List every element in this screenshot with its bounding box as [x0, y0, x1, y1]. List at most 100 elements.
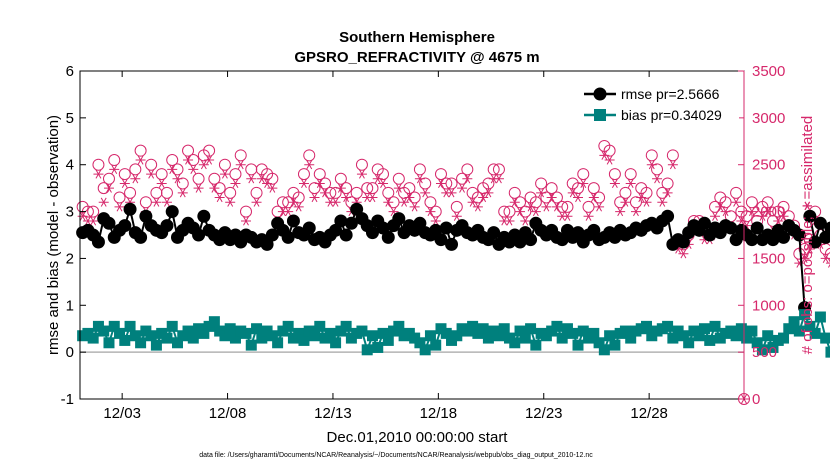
bias-point [556, 332, 568, 344]
rmse-point [697, 216, 711, 230]
rmse-series-group [76, 202, 830, 315]
footnote: data file: /Users/gharamti/Documents/NCA… [199, 452, 593, 459]
obs-assimilated-point [183, 155, 194, 165]
obs-possible-point [234, 149, 247, 162]
obs-assimilated-point [825, 258, 830, 268]
obs-possible-point [182, 144, 195, 157]
obs-possible-point [503, 205, 516, 218]
rmse-point [165, 205, 179, 219]
y2-tick-label: 1000 [752, 297, 785, 314]
bias-point [272, 337, 284, 349]
obs-possible-point [608, 168, 621, 181]
obs-assimilated-point [457, 183, 468, 193]
obs-assimilated-point [541, 202, 552, 212]
rmse-point [724, 221, 738, 235]
y-tick-label: -1 [61, 391, 74, 408]
legend: rmse pr=2.5666 bias pr=0.34029 [581, 78, 739, 128]
obs-possible-point [629, 196, 642, 209]
bias-point [135, 337, 147, 349]
obs-assimilated-point [504, 216, 515, 226]
rmse-point [365, 226, 379, 240]
obs-assimilated-point [251, 197, 262, 207]
obs-possible-point [777, 200, 790, 213]
chart-title: Southern Hemisphere [339, 29, 495, 46]
rmse-point [487, 226, 501, 240]
obs-possible-point [366, 182, 379, 195]
obs-assimilated-point [267, 183, 278, 193]
obs-assimilated-point [219, 169, 230, 179]
obs-possible-point [424, 196, 437, 209]
bias-point [224, 323, 236, 335]
obs-possible-point [445, 177, 458, 190]
obs-assimilated-point [130, 174, 141, 184]
obs-assimilated-point [630, 206, 641, 217]
obs-assimilated-point [209, 183, 220, 193]
rmse-point [808, 235, 822, 249]
bias-point [467, 320, 479, 332]
obs-possible-point [824, 247, 830, 260]
y-tick-label: 6 [66, 63, 74, 80]
bias-point [741, 332, 753, 344]
obs-possible-point [603, 144, 616, 157]
obs-possible-point [240, 205, 252, 218]
rmse-point [439, 221, 453, 235]
obs-assimilated-point [356, 169, 367, 179]
obs-assimilated-point [446, 188, 457, 198]
bias-point [166, 320, 178, 332]
obs-possible-point [419, 177, 432, 190]
bias-point [825, 346, 830, 358]
bias-point [477, 323, 489, 335]
obs-assimilated-point [609, 178, 620, 189]
bias-point [324, 327, 336, 339]
bias-point [641, 320, 653, 332]
obs-possible-point [102, 172, 115, 185]
rmse-point [813, 216, 827, 230]
bias-point [282, 320, 294, 332]
obs-possible-point [266, 172, 279, 185]
obs-assimilated-point [241, 216, 251, 226]
obs-assimilated-point [573, 192, 583, 203]
obs-possible-point [229, 168, 242, 181]
obs-assimilated-point [578, 178, 589, 189]
bias-point [108, 320, 120, 332]
x-tick-label: 12/03 [103, 405, 141, 422]
bias-point [730, 330, 742, 342]
y2-tick-label: 0 [752, 391, 760, 408]
obs-assimilated-point [156, 178, 167, 189]
obs-assimilated-point [762, 206, 773, 217]
bias-point [667, 332, 679, 344]
obs-possible-point [403, 182, 416, 195]
obs-possible-point [134, 144, 147, 157]
obs-possible-point [577, 168, 590, 181]
rmse-point [434, 233, 448, 247]
obs-assimilated-point [536, 188, 547, 198]
bias-point [735, 323, 747, 335]
obs-possible-point [292, 191, 305, 204]
y2-tick-label: 2000 [752, 204, 785, 221]
obs-possible-point [203, 144, 216, 157]
obs-assimilated-point [151, 197, 162, 207]
bias-point [266, 330, 278, 342]
rmse-point [123, 202, 137, 216]
obs-assimilated-point [77, 211, 88, 221]
obs-possible-point [492, 163, 505, 176]
obs-assimilated-point [198, 160, 209, 170]
bias-point [187, 332, 199, 344]
obs-possible-point [740, 210, 753, 223]
obs-assimilated-point [483, 188, 494, 198]
obs-possible-point [160, 186, 173, 199]
bias-point [256, 332, 268, 344]
bias-point [767, 341, 779, 353]
obs-possible-point [108, 154, 121, 167]
obs-assimilated-point [399, 197, 410, 207]
chart-subtitle: GPSRO_REFRACTIVITY @ 4675 m [294, 49, 539, 66]
obs-assimilated-point [304, 160, 315, 170]
y-axis-left: -1 0 1 2 3 4 5 6 [61, 63, 86, 408]
obs-assimilated-point [620, 197, 631, 207]
bias-point [514, 325, 526, 337]
obs-possible-point [730, 186, 743, 199]
obs-possible-point [350, 186, 363, 199]
bias-point [129, 330, 141, 342]
obs-assimilated-point [114, 202, 125, 212]
y2-tick-label: 3500 [752, 63, 785, 80]
